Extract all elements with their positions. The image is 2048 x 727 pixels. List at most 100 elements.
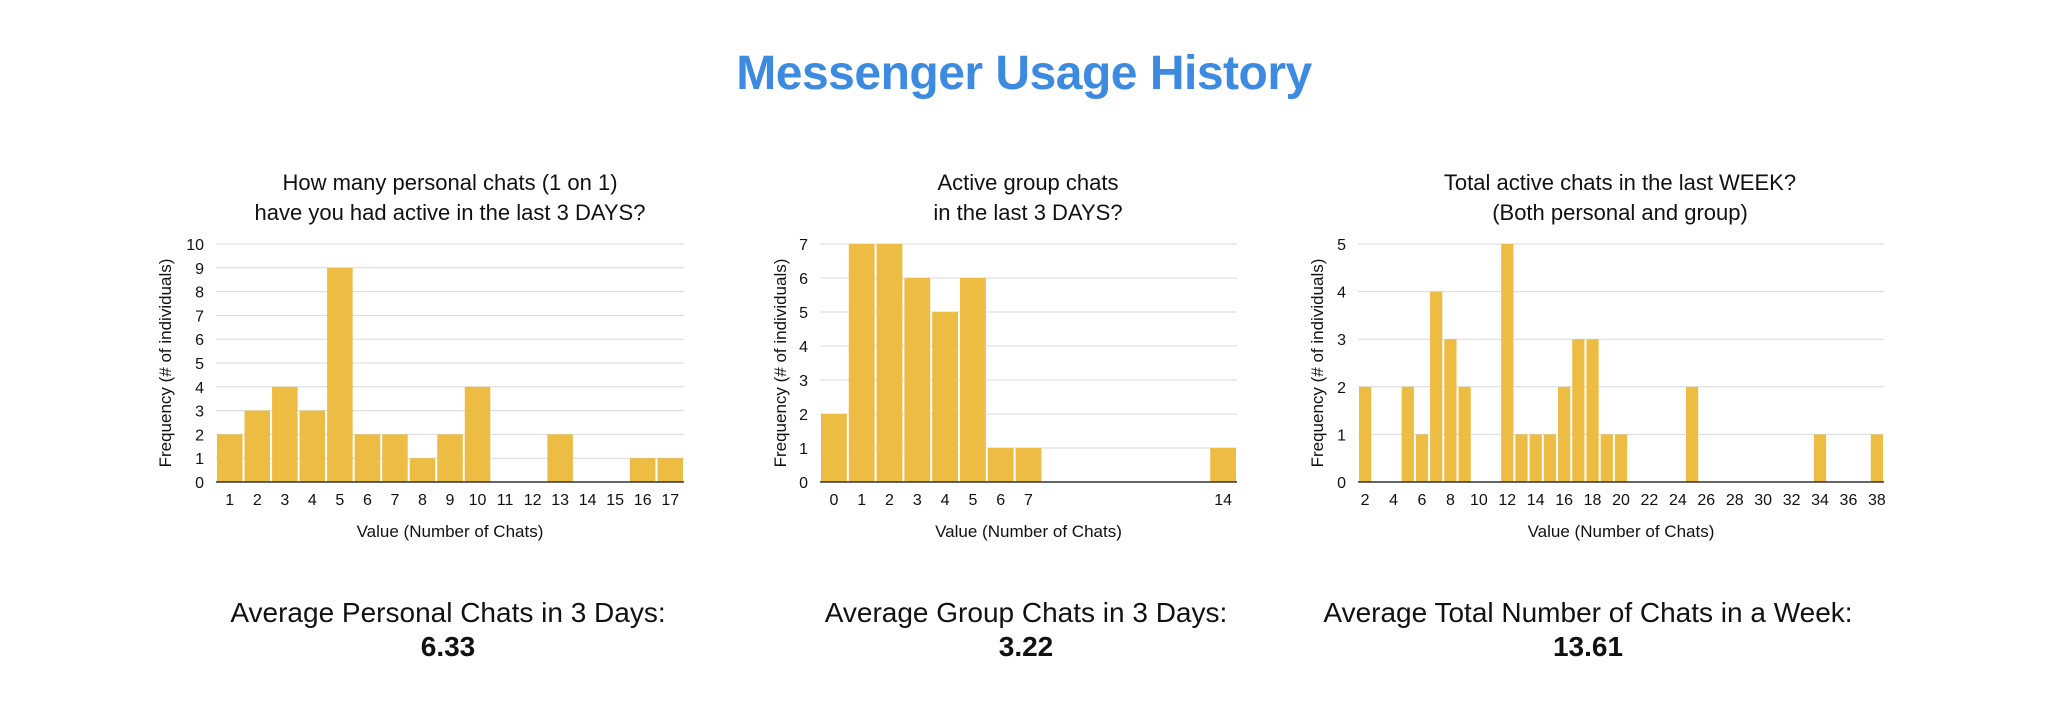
x-tick-label: 12: [1498, 492, 1516, 509]
bar: [382, 434, 408, 482]
y-tick-label: 9: [195, 261, 204, 278]
x-tick-label: 6: [363, 492, 372, 509]
chart-title-line: Total active chats in the last WEEK?: [1444, 170, 1796, 195]
chart-title-line: in the last 3 DAYS?: [933, 200, 1122, 225]
x-tick-label: 24: [1669, 492, 1687, 509]
bar: [1529, 434, 1542, 482]
chart-title-line: (Both personal and group): [1492, 200, 1748, 225]
bar: [464, 386, 491, 482]
bar: [1543, 434, 1557, 482]
chart-title-line: Active group chats: [938, 170, 1119, 195]
bar: [629, 458, 656, 482]
x-tick-label: 7: [390, 492, 399, 509]
x-tick-label: 12: [524, 492, 542, 509]
y-tick-label: 1: [195, 451, 204, 468]
x-tick-label: 4: [1389, 492, 1398, 509]
x-tick-label: 36: [1840, 492, 1858, 509]
x-tick-label: 3: [280, 492, 289, 509]
y-tick-label: 3: [195, 404, 204, 421]
bar: [1501, 244, 1514, 482]
x-axis-label: Value (Number of Chats): [1528, 522, 1715, 541]
bar: [987, 448, 1014, 482]
x-tick-label: 28: [1726, 492, 1744, 509]
y-tick-label: 0: [1337, 475, 1346, 492]
bar: [1015, 448, 1042, 482]
bar: [1614, 434, 1628, 482]
y-tick-label: 0: [799, 475, 808, 492]
x-tick-label: 4: [941, 492, 950, 509]
y-tick-label: 7: [195, 308, 204, 325]
x-tick-label: 34: [1811, 492, 1829, 509]
x-tick-label: 4: [308, 492, 317, 509]
x-tick-label: 20: [1612, 492, 1630, 509]
y-tick-label: 5: [799, 305, 808, 322]
bar: [437, 434, 463, 482]
bar: [1444, 339, 1457, 482]
x-tick-label: 2: [885, 492, 894, 509]
y-tick-label: 4: [195, 380, 204, 397]
x-tick-label: 2: [253, 492, 262, 509]
x-axis-label: Value (Number of Chats): [935, 522, 1122, 541]
x-tick-label: 5: [335, 492, 344, 509]
x-tick-label: 14: [579, 492, 597, 509]
x-tick-label: 3: [913, 492, 922, 509]
x-tick-label: 1: [225, 492, 234, 509]
bar: [848, 244, 875, 482]
bar: [1572, 339, 1585, 482]
y-tick-label: 1: [799, 441, 808, 458]
x-tick-label: 7: [1024, 492, 1033, 509]
bar: [244, 410, 271, 482]
bar: [1685, 386, 1699, 482]
bar: [1586, 339, 1599, 482]
x-tick-label: 10: [469, 492, 487, 509]
x-tick-label: 6: [996, 492, 1005, 509]
average-group-value: 3.22: [998, 631, 1054, 662]
y-axis-label: Frequency (# of individuals): [156, 259, 175, 468]
average-group-block: Average Group Chats in 3 Days: 3.22: [706, 597, 1346, 663]
bar: [657, 458, 683, 482]
bar: [1359, 386, 1372, 482]
x-tick-label: 15: [606, 492, 624, 509]
bar: [1600, 434, 1613, 482]
x-tick-label: 5: [968, 492, 977, 509]
bar: [1458, 386, 1471, 482]
y-tick-label: 2: [799, 407, 808, 424]
y-tick-label: 0: [195, 475, 204, 492]
y-tick-label: 8: [195, 285, 204, 302]
x-tick-label: 26: [1697, 492, 1715, 509]
x-tick-label: 17: [661, 492, 679, 509]
x-tick-label: 22: [1641, 492, 1659, 509]
bar: [354, 434, 381, 482]
x-tick-label: 11: [497, 492, 514, 509]
y-tick-label: 1: [1337, 427, 1346, 444]
bar: [547, 434, 573, 482]
average-total-value: 13.61: [1552, 631, 1624, 662]
x-tick-label: 6: [1418, 492, 1427, 509]
x-tick-label: 32: [1783, 492, 1801, 509]
y-tick-label: 2: [195, 427, 204, 444]
bar: [299, 410, 326, 482]
x-tick-label: 38: [1868, 492, 1886, 509]
chart-group: Active group chats in the last 3 DAYS? 0 1 2…: [771, 170, 1237, 541]
y-tick-label: 5: [195, 356, 204, 373]
x-tick-label: 8: [418, 492, 427, 509]
y-tick-label: 6: [195, 332, 204, 349]
y-axis-label: Frequency (# of individuals): [771, 259, 790, 468]
chart-total: Total active chats in the last WEEK? (Bot…: [1308, 170, 1886, 541]
bar: [1558, 386, 1571, 482]
chart-title-line: How many personal chats (1 on 1): [282, 170, 617, 195]
x-tick-label: 13: [551, 492, 569, 509]
x-tick-label: 0: [829, 492, 838, 509]
x-tick-label: 30: [1754, 492, 1772, 509]
x-tick-label: 14: [1527, 492, 1545, 509]
x-tick-label: 9: [446, 492, 455, 509]
bar: [932, 312, 958, 482]
y-tick-label: 2: [1337, 380, 1346, 397]
y-tick-label: 3: [1337, 332, 1346, 349]
bar: [1430, 291, 1443, 482]
average-group-label: Average Group Chats in 3 Days:: [824, 597, 1228, 628]
x-tick-label: 2: [1361, 492, 1370, 509]
bar: [960, 278, 986, 482]
y-axis-label: Frequency (# of individuals): [1308, 259, 1327, 468]
